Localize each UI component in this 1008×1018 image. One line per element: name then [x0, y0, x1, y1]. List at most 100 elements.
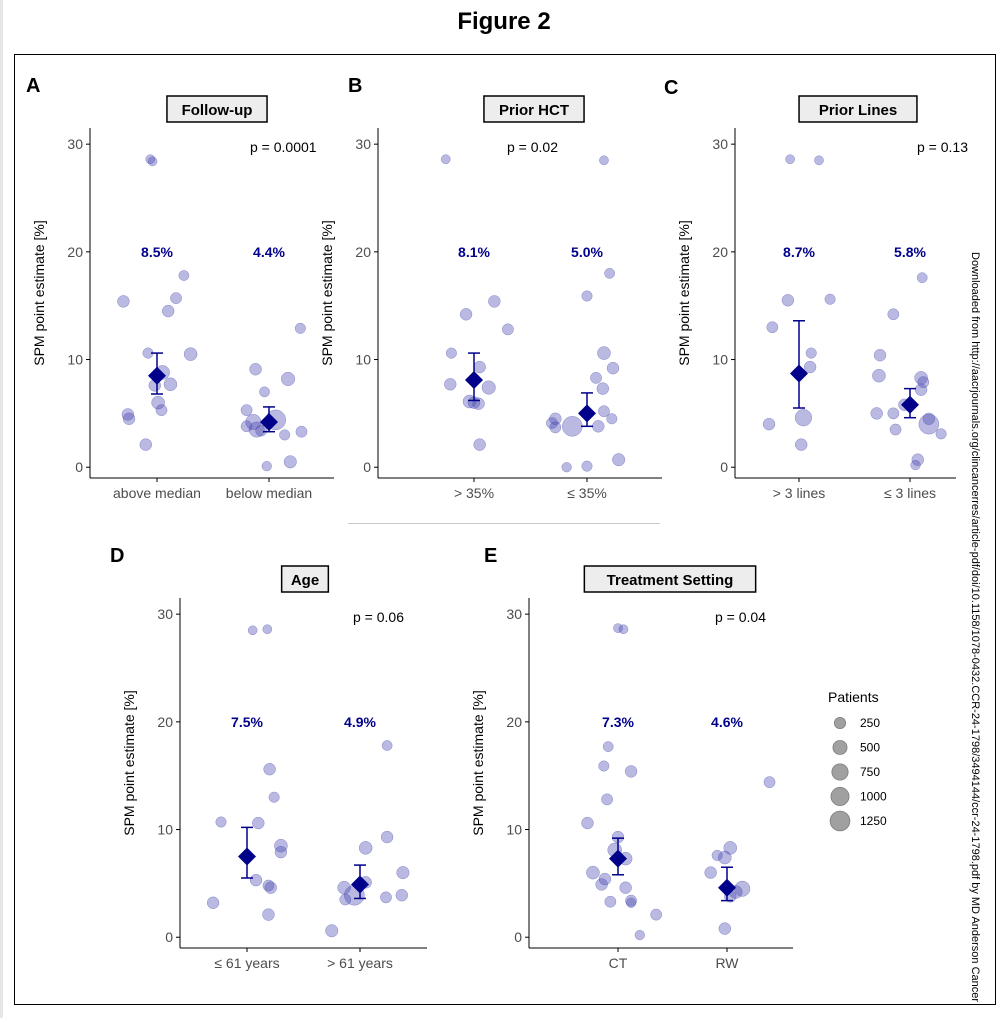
study-point — [274, 845, 288, 859]
legend: Patients 250 500 750 1000 1250 — [828, 689, 887, 832]
x-tick-label: > 3 lines — [773, 485, 826, 501]
x-tick-label: ≤ 3 lines — [884, 485, 936, 501]
study-point — [634, 929, 645, 941]
legend-size-dot — [830, 787, 850, 806]
x-tick-label: below median — [226, 485, 312, 501]
study-point — [274, 838, 288, 853]
x-tick-label: above median — [113, 485, 201, 501]
study-point — [325, 924, 339, 938]
x-tick-label: > 35% — [454, 485, 494, 501]
study-point — [440, 154, 451, 165]
study-point — [889, 423, 902, 436]
estimate-diamond — [901, 395, 919, 414]
study-point — [592, 420, 605, 433]
study-point — [247, 625, 258, 636]
study-point — [917, 376, 930, 389]
estimate-label: 8.1% — [458, 244, 490, 260]
p-value: p = 0.0001 — [250, 139, 317, 155]
study-point — [606, 413, 618, 425]
study-point — [380, 830, 394, 844]
study-point — [268, 791, 280, 803]
y-tick-label: 0 — [75, 459, 83, 475]
watermark-text: Downloaded from http://aacrjournals.org/… — [969, 252, 981, 1002]
legend-size-dot — [831, 763, 849, 781]
study-point — [473, 438, 486, 451]
study-point — [155, 404, 168, 417]
y-axis-title: SPM point estimate [%] — [676, 220, 692, 366]
panel-b: B Prior HCT 0 10 20 30 SPM point estimate [%] >… — [319, 75, 662, 501]
study-point — [295, 425, 308, 438]
study-point — [263, 763, 276, 776]
study-point — [249, 873, 263, 887]
y-tick-label: 30 — [712, 136, 728, 152]
study-point — [794, 409, 813, 427]
y-axis-title: SPM point estimate [%] — [121, 690, 137, 836]
p-value: p = 0.13 — [917, 139, 968, 155]
study-point — [887, 407, 900, 420]
y-tick-label: 20 — [355, 244, 371, 260]
study-point — [805, 347, 817, 359]
download-watermark: Downloaded from http://aacrjournals.org/… — [969, 252, 981, 1002]
study-point — [625, 897, 637, 908]
panel-strip — [166, 95, 268, 123]
study-point — [711, 849, 723, 861]
x-tick-label: ≤ 35% — [567, 485, 607, 501]
study-point — [262, 908, 275, 921]
panel-strip — [280, 565, 330, 593]
x-tick-label: > 61 years — [327, 955, 393, 971]
study-point — [261, 461, 272, 472]
study-point — [248, 421, 265, 438]
study-point — [935, 428, 947, 440]
study-point — [549, 421, 562, 434]
study-point — [581, 460, 593, 472]
legend-size-dot — [832, 740, 848, 755]
study-point — [870, 407, 883, 420]
panel-title: Treatment Setting — [607, 572, 734, 589]
y-axis-title: SPM point estimate [%] — [31, 220, 47, 366]
y-tick-label: 30 — [157, 606, 173, 622]
study-point — [612, 453, 626, 467]
study-point — [599, 155, 609, 166]
x-tick-label: CT — [609, 955, 628, 971]
study-point — [395, 889, 409, 902]
estimate-label: 4.6% — [711, 714, 743, 730]
p-value: p = 0.04 — [715, 609, 766, 625]
study-point — [601, 793, 613, 806]
study-point — [206, 896, 220, 909]
study-point — [803, 360, 817, 374]
panel-title: Prior HCT — [499, 102, 569, 119]
study-point — [262, 624, 273, 635]
study-point — [918, 413, 940, 435]
panel-letter: B — [348, 75, 362, 97]
legend-size-dot — [829, 810, 851, 832]
study-point — [151, 395, 165, 410]
y-axis-title: SPM point estimate [%] — [470, 690, 486, 836]
study-point — [718, 850, 732, 865]
study-point — [562, 416, 583, 437]
study-point — [380, 891, 392, 904]
study-point — [170, 292, 182, 305]
y-tick-label: 20 — [67, 244, 83, 260]
study-point — [294, 322, 306, 334]
study-point — [163, 377, 178, 392]
study-point — [139, 438, 152, 451]
y-axis-title: SPM point estimate [%] — [319, 220, 335, 366]
study-point — [704, 866, 717, 879]
y-tick-label: 20 — [506, 714, 522, 730]
row-separator — [348, 523, 660, 524]
study-point — [604, 268, 615, 279]
panel-d: D Age 0 10 20 30 SPM point estimate [%] ≤ 61 ye… — [110, 545, 427, 971]
estimate-diamond — [578, 404, 596, 423]
study-point — [873, 349, 887, 362]
study-point — [624, 765, 638, 778]
estimate-diamond — [609, 849, 627, 868]
y-tick-label: 30 — [67, 136, 83, 152]
study-point — [598, 760, 610, 772]
estimate-diamond — [148, 366, 166, 385]
legend-size-label: 1250 — [860, 814, 887, 828]
panel-letter: C — [664, 77, 678, 99]
study-point — [240, 420, 253, 433]
y-tick-label: 10 — [506, 822, 522, 838]
legend-size-label: 500 — [860, 741, 880, 755]
study-point — [183, 347, 198, 361]
